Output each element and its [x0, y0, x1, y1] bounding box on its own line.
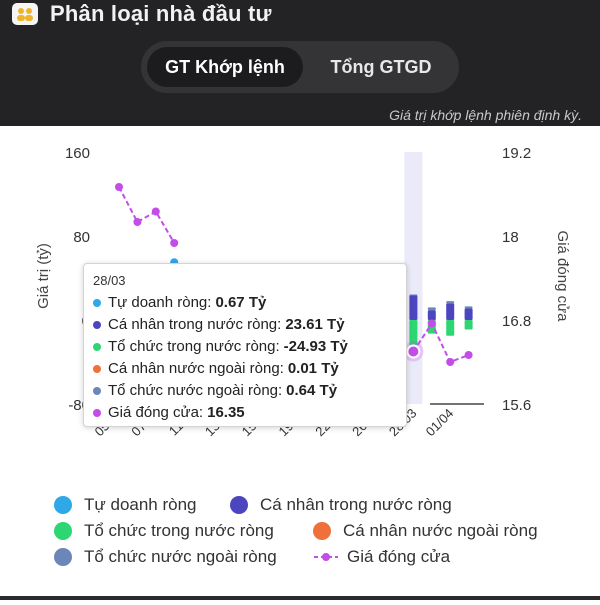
price-point	[151, 207, 160, 216]
legend-marker	[54, 496, 72, 514]
y2-tick-label: 15.6	[502, 397, 531, 414]
bar-segment	[446, 320, 455, 336]
legend-item-gia-dong-cua[interactable]: Giá đóng cửa	[313, 547, 450, 567]
bar-segment	[427, 310, 436, 320]
legend-label: Tự doanh ròng	[84, 495, 197, 514]
price-line	[118, 186, 176, 244]
price-point-highlight	[406, 344, 421, 359]
price-point	[464, 351, 473, 359]
price-point	[427, 319, 436, 328]
price-point	[170, 239, 179, 247]
tooltip-label: Tổ chức trong nước ròng:	[108, 338, 280, 355]
legend-marker	[313, 522, 331, 540]
price-point	[115, 183, 123, 191]
legend-item-ca-nhan-trong-nuoc[interactable]: Cá nhân trong nước ròng	[230, 495, 452, 515]
tooltip-row-ca-nhan-nuoc-ngoai: Cá nhân nước ngoài ròng: 0.01 Tỷ	[93, 360, 339, 377]
legend-label: Giá đóng cửa	[347, 547, 451, 566]
tooltip-label: Tự doanh ròng:	[108, 294, 212, 311]
bar-segment	[464, 320, 473, 330]
bar-segment	[464, 306, 473, 309]
tooltip-value: 16.35	[207, 404, 245, 421]
bar-segment	[446, 303, 455, 320]
y2-tick-label: 19.2	[502, 145, 531, 162]
tooltip-dot	[93, 298, 101, 307]
y2-tick-label: 16.8	[502, 313, 531, 330]
legend-label: Tổ chức trong nước ròng	[84, 521, 274, 540]
tab-tong-gtgd[interactable]: Tổng GTGD	[330, 56, 432, 77]
bar-segment	[446, 301, 455, 304]
tooltip-value: 0.01 Tỷ	[287, 360, 339, 377]
legend-item-tu-doanh[interactable]: Tự doanh ròng	[54, 495, 197, 515]
tooltip-dot	[93, 342, 101, 351]
tooltip-row-ca-nhan-trong-nuoc: Cá nhân trong nước ròng: 23.61 Tỷ	[93, 316, 345, 333]
tooltip-value: 0.64 Tỷ	[286, 382, 338, 399]
legend-line-marker	[314, 553, 338, 561]
tooltip-label: Cá nhân nước ngoài ròng:	[108, 360, 284, 377]
bar-segment	[409, 320, 418, 347]
legend-label: Cá nhân trong nước ròng	[260, 495, 452, 514]
tooltip-row-gia-dong-cua: Giá đóng cửa: 16.35	[93, 404, 245, 421]
legend-marker	[54, 548, 72, 566]
y-axis-title: Giá trị (tỷ)	[35, 243, 52, 309]
legend-marker	[230, 496, 248, 514]
tooltip-value: -24.93 Tỷ	[283, 338, 348, 355]
bar-segment	[409, 294, 418, 296]
y2-axis-title: Giá đóng cửa	[554, 231, 571, 323]
tooltip-dot	[93, 364, 101, 373]
title-row: Phân loại nhà đầu tư	[12, 0, 272, 28]
price-point	[133, 218, 142, 226]
tooltip-dot	[93, 386, 101, 395]
tooltip-row-tu-doanh: Tự doanh ròng: 0.67 Tỷ	[93, 294, 266, 311]
chart-tooltip: 28/03 Tự doanh ròng: 0.67 Tỷ Cá nhân tro…	[83, 263, 407, 427]
tooltip-row-to-chuc-nuoc-ngoai: Tổ chức nước ngoài ròng: 0.64 Tỷ	[93, 382, 337, 399]
tooltip-row-to-chuc-trong-nuoc: Tổ chức trong nước ròng: -24.93 Tỷ	[93, 338, 348, 355]
legend-item-to-chuc-trong-nuoc[interactable]: Tổ chức trong nước ròng	[54, 521, 274, 541]
bar-segment	[464, 308, 473, 320]
tooltip-label: Giá đóng cửa:	[108, 404, 204, 421]
price-point	[446, 358, 455, 366]
legend-item-to-chuc-nuoc-ngoai[interactable]: Tổ chức nước ngoài ròng	[54, 547, 277, 567]
highlight-band	[404, 152, 423, 404]
page-title: Phân loại nhà đầu tư	[50, 1, 272, 26]
tooltip-label: Tổ chức nước ngoài ròng:	[108, 382, 283, 399]
legend-marker	[54, 522, 72, 540]
y-tick-label: 80	[73, 229, 90, 246]
tooltip-label: Cá nhân trong nước ròng:	[108, 316, 282, 333]
y-tick-label: 160	[65, 145, 90, 162]
tab-gt-khop-lenh[interactable]: GT Khớp lệnh	[147, 47, 303, 87]
tooltip-dot	[93, 408, 101, 417]
x-tick-label: 01/04	[423, 406, 457, 440]
bar-segment	[409, 295, 418, 320]
price-line	[412, 321, 469, 364]
tooltip-value: 23.61 Tỷ	[285, 316, 345, 333]
bottom-bar	[0, 596, 600, 600]
investor-group-icon	[12, 3, 38, 25]
y2-tick-label: 18	[502, 229, 519, 246]
legend-label: Tổ chức nước ngoài ròng	[84, 547, 277, 566]
header-bar: Phân loại nhà đầu tư GT Khớp lệnh Tổng G…	[0, 0, 600, 126]
tooltip-dot	[93, 320, 101, 329]
tooltip-value: 0.67 Tỷ	[215, 294, 267, 311]
tab-bar: GT Khớp lệnh Tổng GTGD	[141, 41, 459, 93]
chart-subtitle: Giá trị khớp lệnh phiên định kỳ.	[389, 107, 582, 123]
bar-segment	[427, 307, 436, 311]
legend-item-ca-nhan-nuoc-ngoai[interactable]: Cá nhân nước ngoài ròng	[313, 521, 538, 541]
legend-label: Cá nhân nước ngoài ròng	[343, 521, 538, 540]
tooltip-date: 28/03	[93, 273, 126, 288]
